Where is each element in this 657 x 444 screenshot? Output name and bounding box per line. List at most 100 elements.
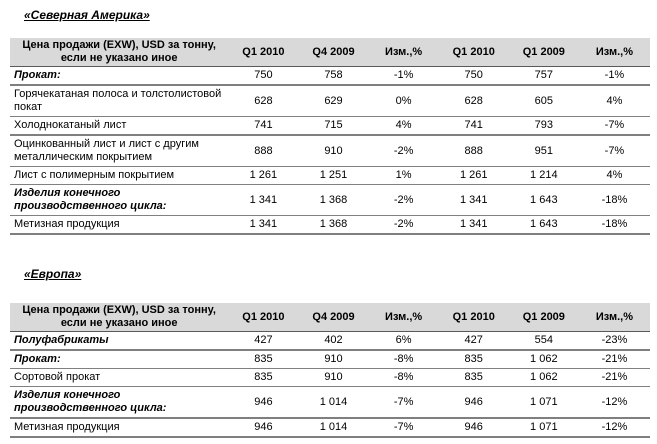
value-cell: -7% (368, 386, 439, 419)
value-cell: 758 (298, 66, 369, 86)
value-cell: 910 (298, 368, 369, 387)
column-header-q1-2010-yoy: Q1 2010 (438, 38, 509, 67)
value-cell: -7% (578, 116, 650, 136)
value-cell: 750 (228, 66, 299, 86)
value-cell: 1 643 (508, 215, 579, 235)
table-row: Метизная продукция 946 1 014 -7% 946 1 071 -12… (10, 418, 650, 438)
value-cell: -21% (578, 368, 650, 387)
value-cell: 835 (438, 350, 509, 369)
value-cell: 628 (228, 85, 299, 117)
value-cell: 946 (228, 418, 299, 438)
value-cell: 715 (298, 116, 369, 136)
row-label: Полуфабрикаты (10, 331, 229, 351)
column-header-q1-2010-yoy: Q1 2010 (438, 303, 509, 332)
row-label: Изделия конечного производственного цикл… (10, 184, 229, 216)
row-label: Оцинкованный лист и лист с другим металл… (10, 135, 229, 167)
value-cell: 4% (368, 116, 439, 136)
price-basis-column-header: Цена продажи (EXW), USD за тонну, если н… (10, 303, 229, 332)
value-cell: 946 (228, 386, 299, 419)
section-title-north-america: «Северная Америка» (24, 8, 150, 22)
value-cell: 910 (298, 350, 369, 369)
value-cell: 835 (228, 350, 299, 369)
value-cell: -12% (578, 386, 650, 419)
value-cell: 554 (508, 331, 579, 351)
column-header-change-2: Изм.,% (578, 38, 650, 67)
row-label: Горячекатаная полоса и толстолистовой по… (10, 85, 229, 117)
value-cell: 1 643 (508, 184, 579, 216)
value-cell: 427 (228, 331, 299, 351)
row-label: Лист с полимерным покрытием (10, 166, 229, 185)
column-header-q1-2010: Q1 2010 (228, 303, 299, 332)
value-cell: -7% (578, 135, 650, 167)
column-header-q4-2009: Q4 2009 (298, 38, 369, 67)
value-cell: 1 251 (298, 166, 369, 185)
value-cell: 750 (438, 66, 509, 86)
row-label: Изделия конечного производственного цикл… (10, 386, 229, 419)
value-cell: 6% (368, 331, 439, 351)
value-cell: 1 062 (508, 350, 579, 369)
row-label: Прокат: (10, 66, 229, 86)
value-cell: 1 062 (508, 368, 579, 387)
value-cell: 1 368 (298, 184, 369, 216)
table-row: Сортовой прокат 835 910 -8% 835 1 062 -21% (10, 368, 650, 387)
value-cell: 4% (578, 85, 650, 117)
value-cell: 888 (438, 135, 509, 167)
table-row: Изделия конечного производственного цикл… (10, 184, 650, 216)
table-header-row: Цена продажи (EXW), USD за тонну, если н… (10, 303, 650, 332)
value-cell: 741 (228, 116, 299, 136)
value-cell: -1% (368, 66, 439, 86)
column-header-q1-2009: Q1 2009 (508, 303, 579, 332)
value-cell: -2% (368, 135, 439, 167)
value-cell: 605 (508, 85, 579, 117)
value-cell: 946 (438, 386, 509, 419)
value-cell: 757 (508, 66, 579, 86)
row-label: Сортовой прокат (10, 368, 229, 387)
value-cell: 427 (438, 331, 509, 351)
value-cell: 1 341 (438, 184, 509, 216)
table-row: Прокат: 750 758 -1% 750 757 -1% (10, 66, 650, 86)
value-cell: 888 (228, 135, 299, 167)
value-cell: 1 341 (228, 215, 299, 235)
value-cell: 1 014 (298, 386, 369, 419)
value-cell: 793 (508, 116, 579, 136)
value-cell: 741 (438, 116, 509, 136)
value-cell: 1% (368, 166, 439, 185)
value-cell: -2% (368, 215, 439, 235)
value-cell: 4% (578, 166, 650, 185)
value-cell: -18% (578, 184, 650, 216)
value-cell: 402 (298, 331, 369, 351)
row-label: Прокат: (10, 350, 229, 369)
europe-price-table: Цена продажи (EXW), USD за тонну, если н… (10, 303, 650, 438)
value-cell: -18% (578, 215, 650, 235)
value-cell: -23% (578, 331, 650, 351)
value-cell: 1 071 (508, 386, 579, 419)
value-cell: 1 368 (298, 215, 369, 235)
value-cell: 1 261 (438, 166, 509, 185)
value-cell: -21% (578, 350, 650, 369)
table-row: Полуфабрикаты 427 402 6% 427 554 -23% (10, 331, 650, 351)
value-cell: 1 341 (438, 215, 509, 235)
value-cell: 946 (438, 418, 509, 438)
table-row: Метизная продукция 1 341 1 368 -2% 1 341 1 64… (10, 215, 650, 235)
value-cell: 1 261 (228, 166, 299, 185)
value-cell: 1 014 (298, 418, 369, 438)
value-cell: 629 (298, 85, 369, 117)
column-header-q4-2009: Q4 2009 (298, 303, 369, 332)
price-basis-column-header: Цена продажи (EXW), USD за тонну, если н… (10, 38, 229, 67)
value-cell: 628 (438, 85, 509, 117)
value-cell: 1 214 (508, 166, 579, 185)
table-row: Прокат: 835 910 -8% 835 1 062 -21% (10, 350, 650, 369)
north-america-price-table: Цена продажи (EXW), USD за тонну, если н… (10, 38, 650, 235)
table-row: Горячекатаная полоса и толстолистовой по… (10, 85, 650, 117)
value-cell: 835 (438, 368, 509, 387)
column-header-q1-2009: Q1 2009 (508, 38, 579, 67)
column-header-q1-2010: Q1 2010 (228, 38, 299, 67)
price-basis-line-1: Цена продажи (EXW), USD за тонну, (22, 39, 216, 51)
row-label: Метизная продукция (10, 215, 229, 235)
price-basis-line-1: Цена продажи (EXW), USD за тонну, (22, 304, 216, 316)
column-header-change-1: Изм.,% (368, 303, 439, 332)
column-header-change-1: Изм.,% (368, 38, 439, 67)
value-cell: -8% (368, 350, 439, 369)
price-basis-line-2: если не указано иное (60, 317, 178, 329)
